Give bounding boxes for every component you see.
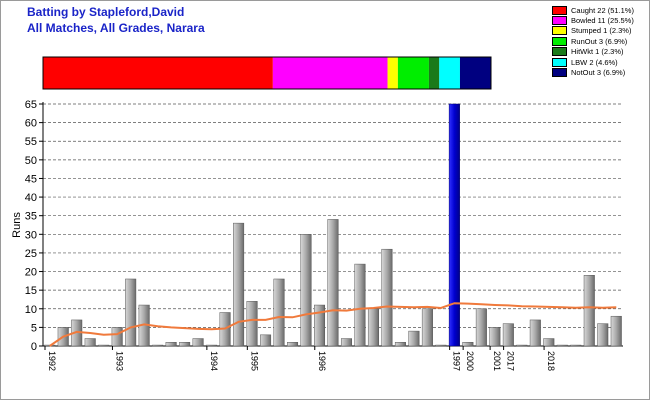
innings-bar — [165, 342, 177, 347]
innings-bar — [556, 344, 568, 347]
innings-bar — [354, 263, 366, 347]
legend-item: NotOut 3 (6.9%) — [552, 67, 648, 78]
innings-bar — [84, 338, 96, 347]
dismissal-segment — [43, 57, 273, 89]
x-tick-label: 2000 — [465, 351, 475, 371]
dismissal-segment — [272, 57, 388, 89]
legend-item: HitWkt 1 (2.3%) — [552, 47, 648, 57]
innings-bar — [152, 344, 164, 347]
innings-bar — [570, 344, 582, 347]
innings-bar — [489, 327, 501, 347]
innings-bar — [340, 338, 352, 347]
innings-bar — [529, 319, 541, 347]
y-tick-label: 30 — [25, 229, 37, 241]
innings-bar — [314, 304, 326, 347]
chart-title: Batting by Stapleford,David — [27, 5, 185, 19]
x-tick-label: 1997 — [452, 351, 462, 371]
x-tick-label: 1994 — [209, 351, 219, 371]
legend-label: NotOut 3 (6.9%) — [571, 68, 626, 78]
innings-bar — [179, 342, 191, 347]
innings-bar — [300, 234, 312, 347]
y-tick-label: 40 — [25, 192, 37, 204]
innings-bar — [206, 344, 218, 347]
innings-bar — [327, 219, 339, 347]
y-tick-label: 50 — [25, 155, 37, 167]
innings-bar — [233, 222, 245, 347]
legend-swatch — [552, 57, 567, 67]
dismissal-segment — [387, 57, 398, 89]
x-tick-label: 2018 — [546, 351, 556, 371]
legend: Caught 22 (51.1%) Bowled 11 (25.5%) Stumpe… — [552, 5, 648, 78]
innings-bar — [273, 278, 285, 347]
x-tick-label: 2001 — [492, 351, 502, 371]
legend-label: Stumped 1 (2.3%) — [571, 26, 632, 36]
y-tick-label: 0 — [31, 341, 37, 353]
innings-bar — [421, 308, 433, 347]
dismissal-segment — [428, 57, 440, 89]
dismissal-bar-border — [42, 56, 492, 90]
highest-score-bar — [448, 103, 460, 347]
y-tick-label: 10 — [25, 304, 37, 316]
legend-label: Caught 22 (51.1%) — [571, 5, 634, 15]
legend-item: RunOut 3 (6.9%) — [552, 36, 648, 46]
legend-label: HitWkt 1 (2.3%) — [571, 47, 624, 57]
legend-swatch — [552, 26, 567, 36]
average-line — [49, 302, 617, 347]
innings-bar — [475, 308, 487, 347]
innings-bar — [583, 275, 595, 347]
legend-item: Bowled 11 (25.5%) — [552, 15, 648, 26]
x-tick-label: 1992 — [47, 351, 57, 371]
dismissal-segment — [439, 57, 460, 89]
legend-swatch — [552, 16, 567, 26]
innings-bar — [381, 248, 393, 347]
y-tick-label: 45 — [25, 173, 37, 185]
legend-swatch — [552, 68, 567, 78]
legend-item: LBW 2 (4.6%) — [552, 57, 648, 67]
innings-bar — [516, 344, 528, 347]
innings-bar — [394, 342, 406, 347]
legend-label: RunOut 3 (6.9%) — [571, 36, 628, 46]
innings-bar — [111, 327, 123, 347]
innings-bar — [435, 344, 447, 347]
y-tick-label: 5 — [31, 322, 37, 334]
legend-label: Bowled 11 (25.5%) — [571, 16, 634, 26]
dismissal-segment — [397, 57, 429, 89]
innings-bar — [462, 342, 474, 347]
legend-swatch — [552, 47, 567, 57]
innings-bar — [597, 323, 609, 347]
y-tick-label: 25 — [25, 248, 37, 260]
innings-bar — [610, 315, 622, 347]
legend-label: LBW 2 (4.6%) — [571, 57, 618, 67]
x-tick-label: 1996 — [317, 351, 327, 371]
dismissal-segment — [459, 57, 491, 89]
y-tick-label: 65 — [25, 99, 37, 111]
legend-swatch — [552, 5, 567, 15]
legend-swatch — [552, 36, 567, 46]
innings-bar — [125, 278, 137, 347]
innings-bar — [543, 338, 555, 347]
innings-bar — [98, 344, 110, 347]
y-axis-label: Runs — [11, 212, 23, 238]
y-tick-label: 15 — [25, 285, 37, 297]
innings-bar — [408, 330, 420, 347]
y-tick-label: 35 — [25, 211, 37, 223]
x-tick-label: 1995 — [249, 351, 259, 371]
innings-bar — [502, 323, 514, 347]
innings-bar — [192, 338, 204, 347]
innings-bar — [367, 308, 379, 347]
chart-subtitle: All Matches, All Grades, Narara — [27, 21, 205, 35]
innings-bar — [287, 342, 299, 347]
innings-bar — [260, 334, 272, 347]
legend-item: Stumped 1 (2.3%) — [552, 26, 648, 36]
x-tick-label: 1993 — [114, 351, 124, 371]
y-tick-label: 55 — [25, 136, 37, 148]
legend-item: Caught 22 (51.1%) — [552, 5, 648, 15]
y-tick-label: 20 — [25, 267, 37, 279]
y-tick-label: 60 — [25, 118, 37, 130]
x-tick-label: 2017 — [506, 351, 516, 371]
innings-bar — [246, 301, 258, 347]
